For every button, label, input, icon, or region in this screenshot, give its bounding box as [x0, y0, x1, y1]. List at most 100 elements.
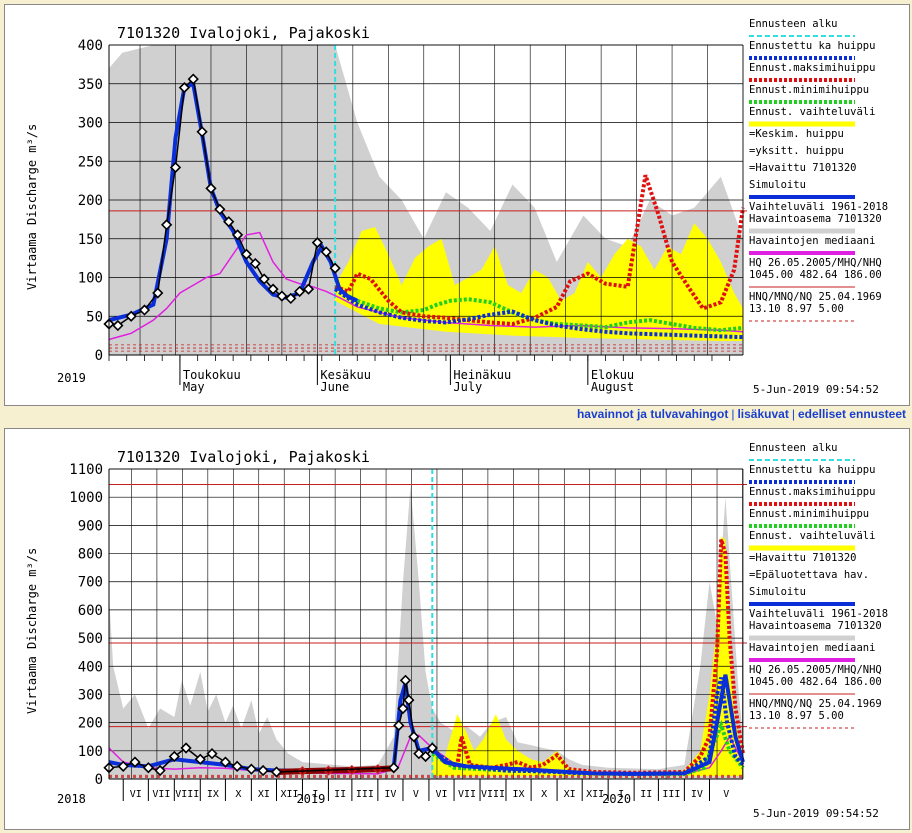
- link-more-images[interactable]: lisäkuvat: [737, 407, 789, 421]
- legend-label: 1045.00 482.64 186.00: [749, 676, 882, 688]
- observed-point: [257, 764, 269, 777]
- y-tick-label: 150: [78, 232, 103, 248]
- observed-point: [388, 762, 400, 774]
- chart-svg-long-term: 7101320 Ivalojoki, Pajakoski Virtaama Di…: [25, 442, 888, 820]
- observed-point: [125, 310, 137, 322]
- month-label: IX: [207, 789, 219, 800]
- month-label-fi: Elokuu: [591, 368, 634, 382]
- month-label: XII: [280, 789, 298, 800]
- unreliable-point: [297, 766, 308, 777]
- legend-label: HQ 26.05.2005/MHQ/NHQ: [749, 257, 882, 269]
- observed-point: [161, 219, 173, 231]
- legend-label: 13.10 8.97 5.00: [749, 710, 844, 722]
- median-line: [108, 231, 744, 341]
- month-label: XI: [564, 789, 576, 800]
- month-label: V: [413, 789, 419, 800]
- legend-label: Havaintojen mediaani: [749, 642, 875, 654]
- observed-point: [320, 246, 332, 258]
- observed-point: [397, 702, 409, 715]
- legend-label: Ennust. vaihteluväli: [749, 530, 875, 542]
- chart-svg-short-term: 7101320 Ivalojoki, Pajakoski Virtaama Di…: [25, 18, 888, 396]
- year-label: 2020: [602, 792, 631, 806]
- observed-point: [187, 73, 199, 85]
- observed-point: [219, 756, 232, 768]
- observed-point: [302, 283, 315, 295]
- y-tick-label: 800: [78, 547, 103, 563]
- observed-point: [294, 285, 306, 298]
- link-previous-forecasts[interactable]: edelliset ennusteet: [797, 407, 906, 421]
- y-tick-label: 400: [78, 659, 103, 675]
- link-observations[interactable]: havainnot ja tulvavahingot: [576, 407, 729, 421]
- observed-point: [276, 290, 288, 302]
- chart-title: 7101320 Ivalojoki, Pajakoski: [117, 448, 370, 466]
- observed-point: [196, 126, 208, 138]
- timestamp: 5-Jun-2019 09:54:52: [753, 807, 879, 820]
- month-label: VI: [130, 789, 142, 800]
- month-label-en: June: [320, 380, 349, 394]
- unreliable-point: [323, 765, 334, 776]
- legend-label: Ennustettu ka huippu: [749, 40, 875, 52]
- y-tick-label: 1100: [69, 462, 103, 478]
- y-axis-label: Virtaama Discharge m³/s: [25, 548, 39, 714]
- observed-point: [399, 674, 412, 686]
- observed-point: [311, 236, 324, 249]
- month-label-fi: Kesäkuu: [320, 368, 371, 382]
- mean-peak-line: [333, 287, 744, 340]
- month-label: III: [662, 789, 680, 800]
- observed-point: [117, 760, 129, 772]
- month-label: III: [356, 789, 374, 800]
- y-tick-label: 50: [86, 309, 103, 325]
- observed-point: [329, 262, 341, 274]
- month-label-fi: Toukokuu: [183, 368, 241, 382]
- observed-point: [245, 763, 258, 775]
- simulated-line: [108, 674, 745, 776]
- observed-point: [205, 182, 217, 195]
- month-label: X: [541, 789, 547, 800]
- history-range-area: [109, 485, 743, 779]
- legend-label: Ennust.minimihuippu: [749, 84, 869, 96]
- y-tick-label: 100: [78, 271, 103, 287]
- observed-point: [249, 257, 261, 270]
- y-tick-label: 350: [78, 77, 103, 93]
- month-label: VII: [458, 789, 476, 800]
- observed-point: [393, 719, 405, 732]
- observed-point: [240, 248, 253, 260]
- y-tick-label: 600: [78, 603, 103, 619]
- legend-label: =Keskim. huippu: [749, 128, 844, 140]
- legend-label: =Havaittu 7101320: [749, 162, 856, 174]
- observed-point: [129, 756, 141, 768]
- observed-point: [270, 766, 283, 778]
- month-label: VIII: [175, 789, 199, 800]
- y-tick-label: 500: [78, 631, 103, 647]
- observed-point: [154, 764, 166, 777]
- month-label: I: [312, 789, 318, 800]
- observed-point: [408, 731, 420, 743]
- observed-point: [214, 203, 226, 215]
- nav-links: havainnot ja tulvavahingot | lisäkuvat | ede…: [576, 407, 906, 421]
- observed-point: [168, 750, 180, 763]
- y-tick-label: 200: [78, 193, 103, 209]
- month-label: XI: [258, 789, 270, 800]
- observed-point: [152, 287, 164, 299]
- y-tick-label: 200: [78, 716, 103, 732]
- observed-point: [231, 760, 243, 772]
- observed-point: [223, 216, 235, 228]
- legend-label: Simuloitu: [749, 179, 806, 191]
- year-label: 2019: [57, 371, 86, 385]
- y-tick-label: 300: [78, 116, 103, 132]
- chart-panel-long-term: 7101320 Ivalojoki, Pajakoski Virtaama Di…: [4, 428, 910, 830]
- max-peak-line: [334, 174, 745, 327]
- legend-label: Ennust.maksimihuippu: [749, 486, 875, 498]
- month-label: X: [235, 789, 241, 800]
- legend-label: Ennusteen alku: [749, 442, 838, 454]
- observed-point: [138, 304, 151, 316]
- month-label-en: May: [183, 380, 205, 394]
- legend-label: Havaintojen mediaani: [749, 235, 875, 247]
- chart-panel-short-term: 7101320 Ivalojoki, Pajakoski Virtaama Di…: [4, 4, 910, 406]
- month-label: II: [334, 789, 346, 800]
- month-label: XII: [586, 789, 604, 800]
- y-tick-label: 250: [78, 154, 103, 170]
- legend-label: Ennusteen alku: [749, 18, 838, 30]
- legend-label: Ennust.maksimihuippu: [749, 62, 875, 74]
